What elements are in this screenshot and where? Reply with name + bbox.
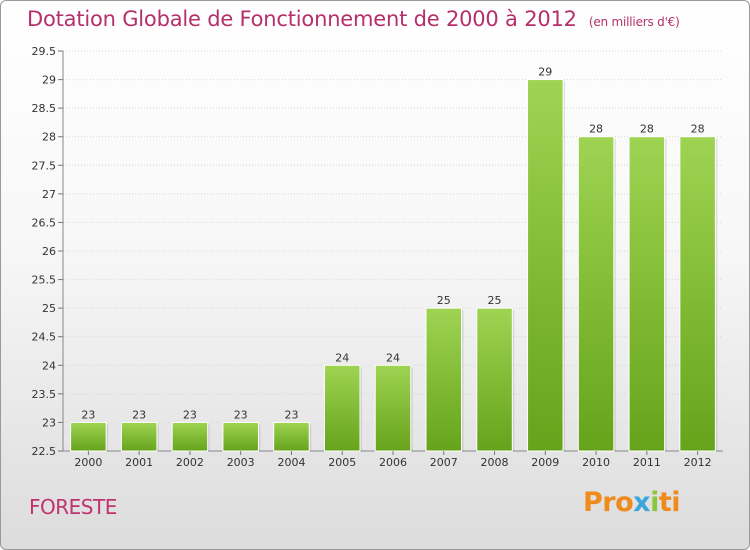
y-tick-label: 28 xyxy=(42,131,56,144)
data-label: 23 xyxy=(183,408,197,421)
bar xyxy=(222,421,259,452)
x-tick-label: 2004 xyxy=(277,456,305,469)
x-tick-label: 2011 xyxy=(633,456,661,469)
x-tick-label: 2002 xyxy=(176,456,204,469)
data-label: 23 xyxy=(284,408,298,421)
bar xyxy=(527,79,564,452)
bar xyxy=(628,136,666,452)
x-tick-label: 2009 xyxy=(531,456,559,469)
y-tick-label: 23.5 xyxy=(32,388,57,401)
chart-title-text: Dotation Globale de Fonctionnement de 20… xyxy=(27,7,577,31)
bar xyxy=(273,421,310,452)
data-label: 24 xyxy=(386,351,400,364)
y-tick-label: 24 xyxy=(42,359,56,372)
bar xyxy=(577,136,615,452)
bar xyxy=(323,364,361,452)
logo-part: x xyxy=(633,487,651,518)
y-tick-label: 25 xyxy=(42,302,56,315)
x-tick-label: 2012 xyxy=(684,456,712,469)
bar xyxy=(171,421,209,452)
y-tick-label: 23 xyxy=(42,416,56,429)
y-tick-label: 27.5 xyxy=(32,159,57,172)
commune-name: FORESTE xyxy=(29,495,117,519)
y-tick-label: 28.5 xyxy=(32,102,57,115)
chart-title: Dotation Globale de Fonctionnement de 20… xyxy=(27,7,680,31)
y-tick-label: 26.5 xyxy=(32,216,57,229)
y-tick-label: 24.5 xyxy=(32,331,57,344)
bar xyxy=(70,421,107,452)
logo-part: ti xyxy=(658,487,681,518)
x-tick-label: 2006 xyxy=(379,456,407,469)
y-tick-label: 25.5 xyxy=(32,274,57,287)
x-tick-label: 2005 xyxy=(328,456,356,469)
data-label: 25 xyxy=(437,294,451,307)
data-label: 28 xyxy=(691,123,705,136)
x-tick-label: 2003 xyxy=(227,456,255,469)
y-tick-label: 27 xyxy=(42,188,56,201)
bar xyxy=(476,307,513,452)
data-label: 28 xyxy=(640,123,654,136)
data-label: 29 xyxy=(538,66,552,79)
x-tick-label: 2001 xyxy=(125,456,153,469)
logo-part: Pro xyxy=(583,487,634,518)
y-tick-label: 29.5 xyxy=(32,45,57,58)
bar xyxy=(120,421,158,452)
x-tick-label: 2010 xyxy=(582,456,610,469)
data-label: 23 xyxy=(81,408,95,421)
data-label: 23 xyxy=(132,408,146,421)
bar xyxy=(425,307,463,452)
y-tick-label: 22.5 xyxy=(32,445,57,458)
logo-part: i xyxy=(650,487,659,518)
proxiti-logo[interactable]: Proxiti xyxy=(583,487,681,518)
y-tick-label: 29 xyxy=(42,74,56,87)
x-tick-label: 2007 xyxy=(430,456,458,469)
bar xyxy=(679,136,716,452)
data-label: 24 xyxy=(335,351,349,364)
x-tick-label: 2000 xyxy=(74,456,102,469)
data-label: 25 xyxy=(488,294,502,307)
y-tick-label: 26 xyxy=(42,245,56,258)
data-label: 28 xyxy=(589,123,603,136)
bar xyxy=(374,364,412,452)
data-label: 23 xyxy=(234,408,248,421)
x-tick-label: 2008 xyxy=(481,456,509,469)
chart-unit: (en milliers d'€) xyxy=(588,15,680,29)
